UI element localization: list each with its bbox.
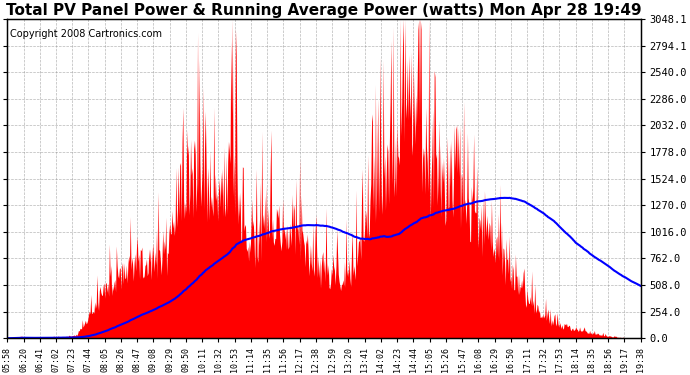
Title: Total PV Panel Power & Running Average Power (watts) Mon Apr 28 19:49: Total PV Panel Power & Running Average P… bbox=[6, 3, 642, 18]
Text: Copyright 2008 Cartronics.com: Copyright 2008 Cartronics.com bbox=[10, 28, 162, 39]
